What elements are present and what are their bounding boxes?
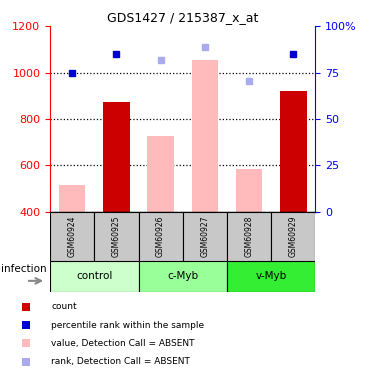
Text: GSM60927: GSM60927 (200, 216, 209, 257)
Text: count: count (51, 302, 77, 311)
Bar (227, 261, 315, 292)
Text: GSM60924: GSM60924 (68, 216, 77, 257)
Text: control: control (76, 271, 112, 281)
Bar (183, 212, 227, 261)
Bar (94, 212, 138, 261)
Text: infection: infection (1, 264, 47, 274)
Bar (227, 212, 271, 261)
Bar (138, 212, 183, 261)
Bar (138, 261, 227, 292)
Text: value, Detection Call = ABSENT: value, Detection Call = ABSENT (51, 339, 194, 348)
Text: GSM60929: GSM60929 (289, 216, 298, 257)
Text: percentile rank within the sample: percentile rank within the sample (51, 321, 204, 330)
Bar (59, 185, 85, 212)
Bar (147, 136, 174, 212)
Text: GSM60928: GSM60928 (244, 216, 253, 257)
Text: c-Myb: c-Myb (167, 271, 198, 281)
Bar (271, 212, 315, 261)
Text: GSM60926: GSM60926 (156, 216, 165, 257)
Bar (191, 60, 218, 212)
Title: GDS1427 / 215387_x_at: GDS1427 / 215387_x_at (107, 11, 259, 24)
Bar (236, 169, 262, 212)
Text: rank, Detection Call = ABSENT: rank, Detection Call = ABSENT (51, 357, 190, 366)
Bar (50, 261, 138, 292)
Text: v-Myb: v-Myb (256, 271, 287, 281)
Bar (50, 212, 94, 261)
Bar (103, 102, 130, 212)
Text: GSM60925: GSM60925 (112, 216, 121, 257)
Bar (280, 91, 306, 212)
